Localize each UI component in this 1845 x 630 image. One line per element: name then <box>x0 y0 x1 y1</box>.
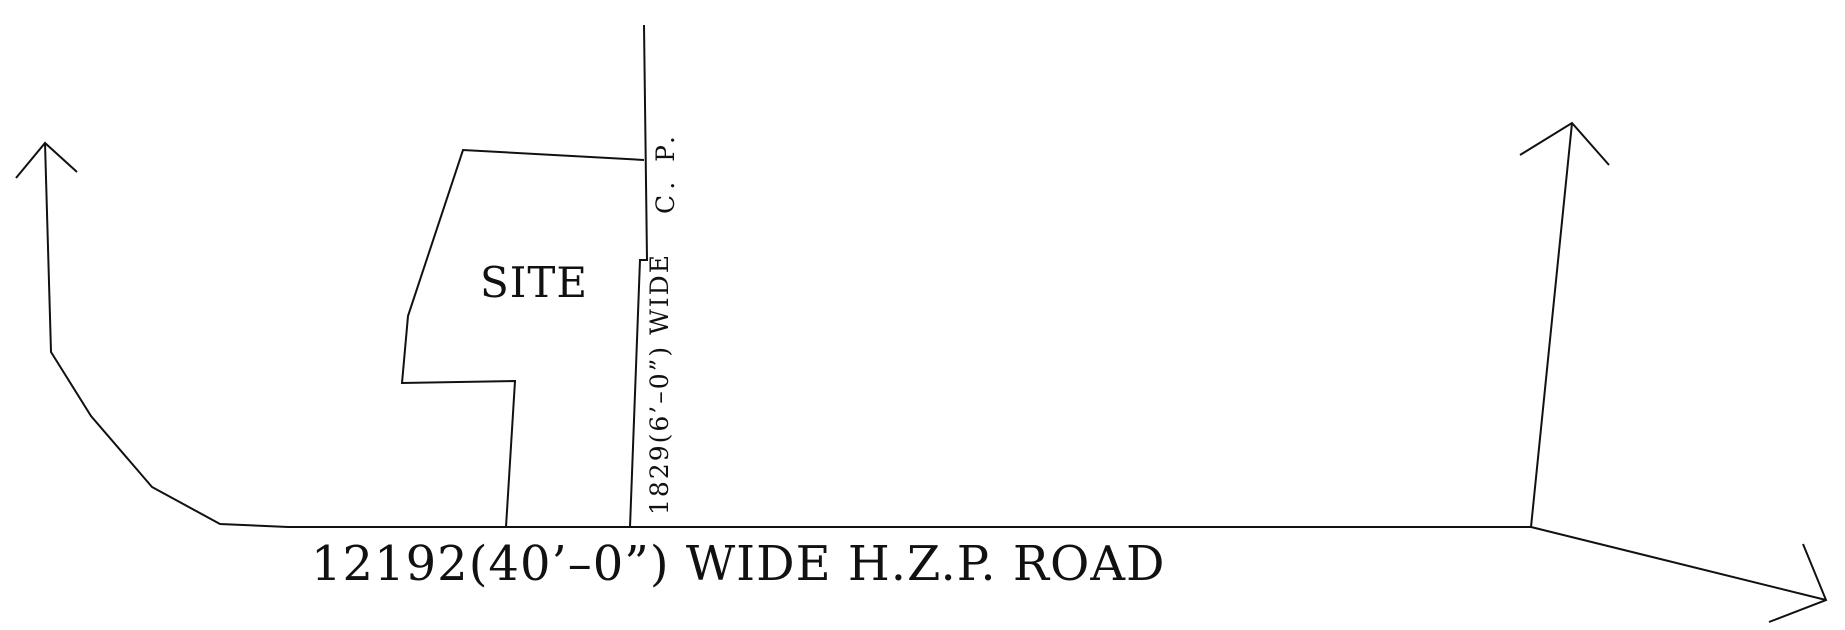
lower-right-boundary-line <box>1530 526 1827 601</box>
lane-width-label: 1829(6’–0”) WIDE <box>645 253 674 515</box>
lower-right-arrow-head-icon <box>1768 543 1828 623</box>
cp-label: C. P. <box>651 130 680 214</box>
right-boundary-line <box>1530 122 1573 528</box>
site-label: SITE <box>480 258 588 307</box>
lane-boundary-line <box>629 24 649 528</box>
left-road-boundary-line <box>44 142 289 528</box>
site-plot-outline <box>400 148 645 528</box>
left-arrow-head-icon <box>15 141 78 179</box>
right-arrow-head-icon <box>1519 121 1610 166</box>
road-name-label: 12192(40’–0”) WIDE H.Z.P. ROAD <box>311 536 1166 592</box>
